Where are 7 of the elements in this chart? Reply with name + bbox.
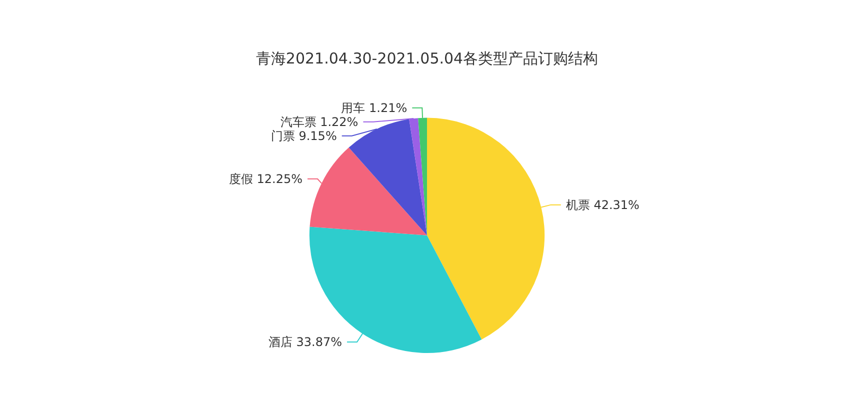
slice-label: 用车 1.21% (341, 100, 408, 115)
slice-label: 门票 9.15% (270, 128, 337, 143)
slice-label: 机票 42.31% (566, 198, 640, 212)
slice-label: 度假 12.25% (228, 172, 303, 186)
slice-label: 酒店 33.87% (268, 335, 342, 350)
slice-label: 汽车票 1.22% (280, 114, 358, 129)
chart-title: 青海2021.04.30-2021.05.04各类型产品订购结构 (256, 50, 598, 68)
